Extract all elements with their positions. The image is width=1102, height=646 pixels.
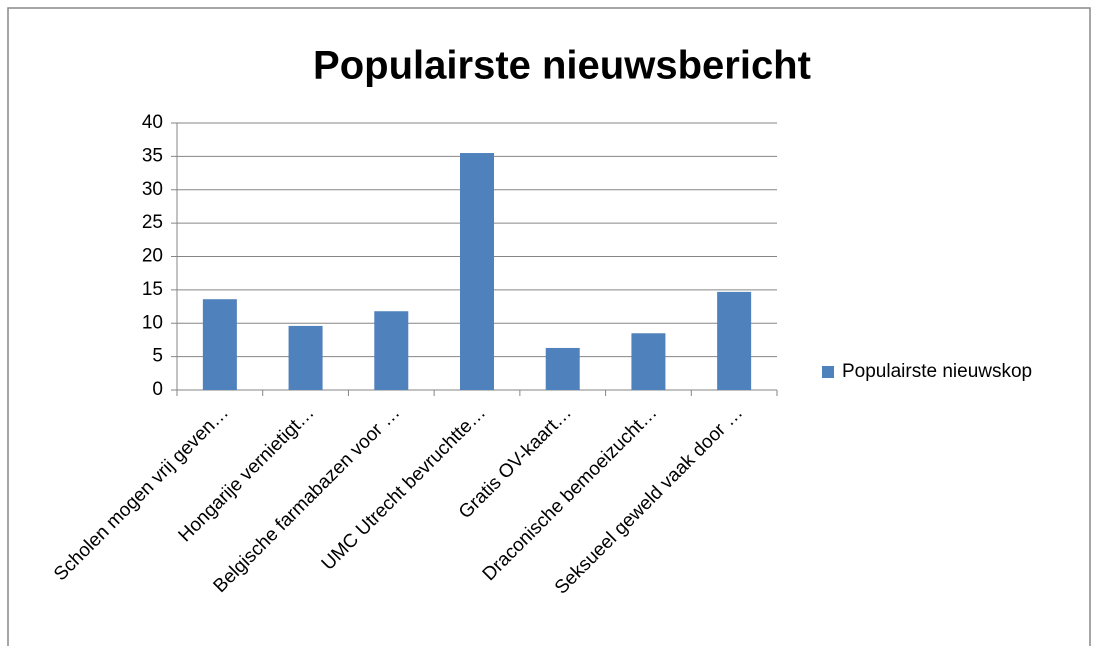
y-tick-label: 30: [142, 179, 163, 200]
y-tick-label: 25: [142, 212, 163, 233]
y-tick-label: 10: [142, 312, 163, 333]
bar: [288, 325, 323, 390]
y-tick-label: 40: [142, 112, 163, 133]
x-tick-label: Draconische bemoeizucht…: [479, 402, 662, 585]
x-tick-label: Belgische farmabazen voor …: [210, 402, 405, 597]
chart-border: [7, 7, 1091, 646]
y-tick-label: 35: [142, 145, 163, 166]
y-tick-label: 20: [142, 246, 163, 267]
x-tick-label: Scholen mogen vrij geven…: [50, 402, 233, 585]
bar: [460, 153, 494, 390]
y-tick-label: 5: [152, 346, 163, 367]
x-tick-label: UMC Utrecht bevruchtte…: [318, 402, 490, 574]
bar: [374, 311, 409, 390]
bar: [717, 291, 752, 390]
bar: [631, 333, 666, 390]
y-tick-label: 0: [152, 379, 163, 400]
x-tick-label: Seksueel geweld vaak door …: [551, 402, 747, 598]
y-tick-label: 15: [142, 279, 163, 300]
bar: [545, 347, 580, 390]
legend-swatch: [822, 366, 834, 378]
chart-title: Populairste nieuwsbericht: [313, 44, 811, 88]
legend-label: Populairste nieuwskop: [842, 361, 1032, 382]
bar: [202, 299, 237, 390]
